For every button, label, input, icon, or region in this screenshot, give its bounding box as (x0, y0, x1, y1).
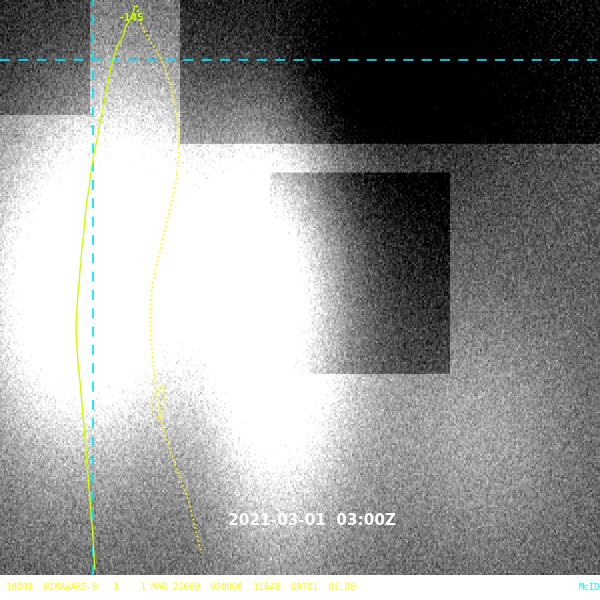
Text: 10001  HIMAWARI-8   1    1 MAR 21060  030000  11648  09701  01.00: 10001 HIMAWARI-8 1 1 MAR 21060 030000 11… (6, 583, 355, 592)
Text: 2021-03-01  03:00Z: 2021-03-01 03:00Z (228, 512, 396, 527)
Text: -145: -145 (117, 13, 144, 23)
Text: McIDAS: McIDAS (579, 583, 600, 592)
